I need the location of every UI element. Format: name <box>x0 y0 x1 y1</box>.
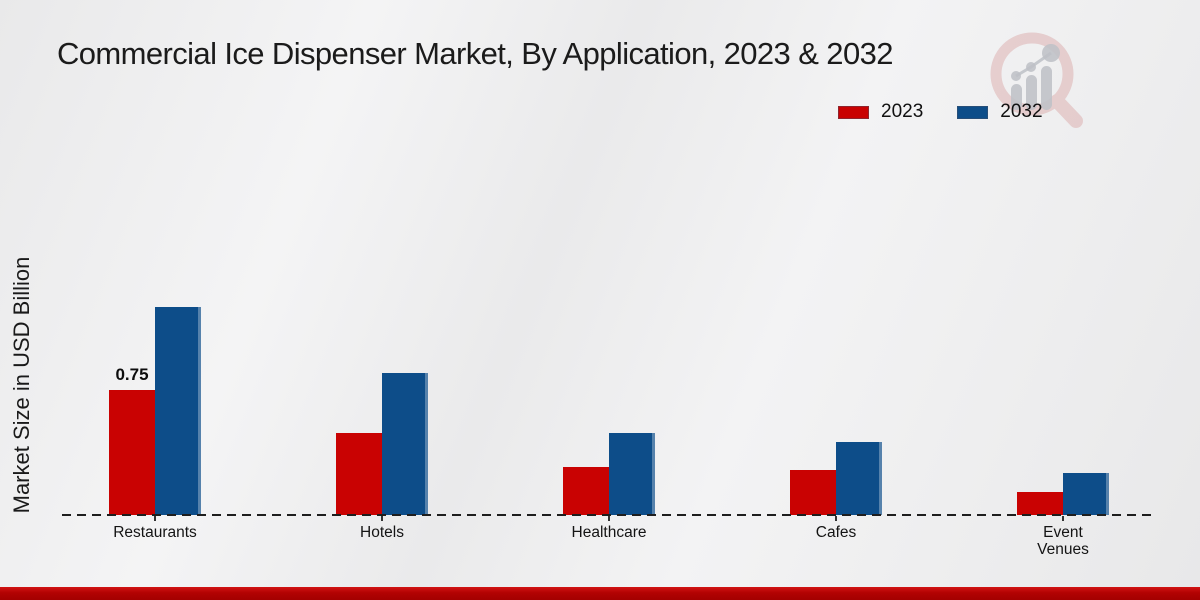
x-tick-event-venues <box>1062 516 1064 521</box>
x-tick-label-healthcare: Healthcare <box>571 524 647 541</box>
x-tick-label-hotels: Hotels <box>360 524 404 541</box>
bar-2023-hotels <box>336 433 382 515</box>
bar-2032-restaurants <box>155 307 201 515</box>
legend-label-2032: 2032 <box>1000 101 1043 122</box>
bar-2023-healthcare <box>563 467 609 515</box>
x-axis-baseline <box>62 514 1157 516</box>
bar-2032-hotels <box>382 373 428 515</box>
legend-item-2023: 2023 <box>838 101 923 123</box>
x-tick-hotels <box>381 516 383 521</box>
market-research-logo-watermark <box>990 32 1083 128</box>
bar-2023-restaurants <box>109 390 155 515</box>
bar-value-label-2023-restaurants: 0.75 <box>115 364 149 384</box>
x-tick-label-event-venues: Event Venues <box>1037 524 1089 558</box>
bar-2023-cafes <box>790 470 836 515</box>
bar-2023-event-venues <box>1017 492 1063 515</box>
legend-item-2032: 2032 <box>957 101 1043 123</box>
chart-title: Commercial Ice Dispenser Market, By Appl… <box>57 36 893 71</box>
bar-2032-healthcare <box>609 433 655 515</box>
x-tick-restaurants <box>154 516 156 521</box>
x-tick-healthcare <box>608 516 610 521</box>
x-tick-label-cafes: Cafes <box>815 524 857 541</box>
x-tick-label-restaurants: Restaurants <box>113 524 197 541</box>
legend-swatch-2023 <box>838 105 869 119</box>
bar-2032-cafes <box>836 442 882 515</box>
legend-swatch-2032 <box>957 105 989 119</box>
x-tick-cafes <box>835 516 837 521</box>
footer-accent-bar <box>0 587 1200 600</box>
legend: 2023 2032 <box>838 101 1043 123</box>
legend-label-2023: 2023 <box>881 101 924 122</box>
bar-2032-event-venues <box>1063 473 1109 515</box>
